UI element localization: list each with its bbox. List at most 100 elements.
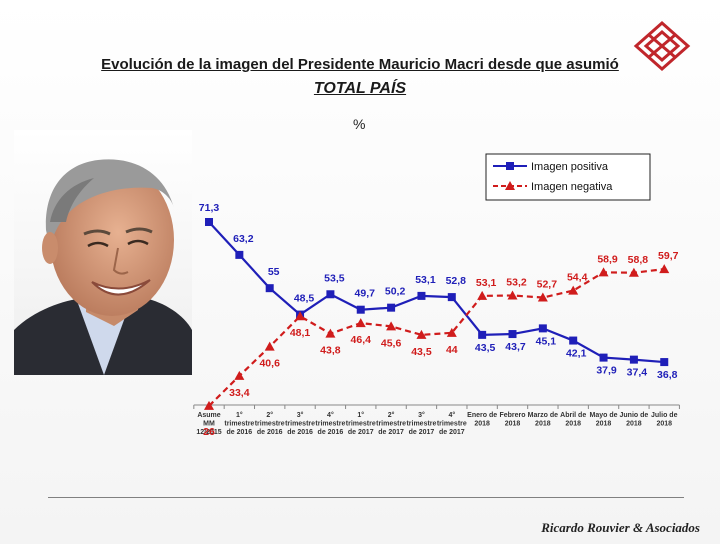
x-tick-label-line: 4° [327,411,334,419]
x-tick-label: 2° trimestre de 2017 [376,411,406,436]
data-label-positive: 55 [268,266,280,278]
data-label-negative: 58,8 [628,254,649,266]
chart-subtitle: TOTAL PAÍS [313,80,407,97]
x-tick-label-line: de 2016 [257,429,283,436]
data-label-positive: 48,5 [294,293,315,305]
x-tick-label-line: Abril de [560,412,586,419]
x-tick-label-line: Mayo de [590,412,618,419]
x-tick-label: 4° trimestre de 2016 [315,411,345,436]
data-point-positive [356,305,365,314]
data-point-negative [477,290,488,300]
data-label-negative: 44 [446,344,458,356]
x-tick-label: Enero de 2018 [467,412,497,428]
data-label-positive: 49,7 [355,288,376,300]
x-tick-label-line: Enero de [467,412,497,419]
x-tick-label: 4° trimestre de 2017 [437,411,467,436]
data-point-negative [234,370,245,380]
data-point-positive [660,358,669,367]
x-tick-label: 3° trimestre de 2017 [406,411,436,436]
legend-marker-negative [505,181,515,190]
x-tick-label-line: 1° [357,411,364,419]
data-label-negative: 26 [203,426,215,438]
data-point-positive [205,218,213,226]
x-tick-label: 3° trimestre de 2016 [285,411,315,436]
president-photo [14,130,192,375]
data-label-positive: 52,8 [446,275,467,287]
x-tick-label-line: 2° [266,411,273,419]
data-label-negative: 58,9 [597,253,618,265]
x-tick-label-line: de 2017 [439,429,465,436]
x-tick-label-line: 2018 [626,421,642,428]
x-tick-label-line: Junio de [620,412,649,419]
data-point-positive [417,291,426,300]
data-point-positive [538,324,547,333]
x-tick-label-line: de 2017 [409,429,435,436]
data-point-positive [235,250,244,259]
data-point-positive [265,284,274,293]
data-label-positive: 50,2 [385,286,406,298]
data-label-negative: 54,4 [567,272,588,284]
x-tick-label-line: 2018 [535,421,551,428]
data-label-positive: 36,8 [657,369,678,381]
x-tick-label-line: 2018 [505,421,521,428]
x-tick-label-line: 3° [297,411,304,419]
x-tick-label-line: trimestre [315,421,345,428]
x-tick-label-line: 4° [448,411,455,419]
data-point-negative [386,321,397,331]
data-point-positive [447,293,456,302]
data-point-negative [295,311,306,321]
data-point-negative [204,400,214,410]
x-tick-label: Febrero 2018 [499,412,525,428]
x-tick-label: 1° trimestre de 2016 [224,411,254,436]
x-tick-label-line: de 2017 [348,429,374,436]
data-point-negative [659,264,670,274]
data-label-positive: 45,1 [536,335,557,347]
x-tick-label: Julio de 2018 [651,412,678,428]
data-label-negative: 43,5 [411,346,432,358]
data-label-negative: 46,4 [351,334,372,346]
data-label-negative: 45,6 [381,337,402,349]
data-point-negative [325,328,336,338]
x-tick-label-line: Asume [197,412,220,419]
data-point-positive [478,330,487,339]
data-point-negative [628,267,639,277]
x-tick-label: 1° trimestre de 2017 [346,411,376,436]
x-tick-label-line: trimestre [224,421,254,428]
data-point-negative [537,292,548,302]
x-tick-label-line: MM [203,421,215,428]
data-label-positive: 63,2 [233,233,254,245]
company-logo [633,20,691,72]
x-tick-label-line: 12/2015 [196,429,221,436]
data-label-positive: 53,1 [415,274,436,286]
footer-credit: Ricardo Rouvier & Asociados [541,520,700,535]
x-tick-label-line: trimestre [255,421,285,428]
x-tick-label-line: 2018 [565,421,581,428]
legend-label: Imagen positiva [531,161,609,173]
data-label-negative: 33,4 [229,387,250,399]
data-point-negative [507,290,518,300]
data-point-positive [326,290,335,299]
data-label-negative: 59,7 [658,250,679,262]
data-label-positive: 43,7 [505,341,526,353]
x-tick-label-line: 1° [236,411,243,419]
x-tick-label-line: Marzo de [528,412,558,419]
data-label-negative: 43,8 [320,345,341,357]
series-line-positive [208,221,665,364]
chart-legend: Imagen positiva Imagen negativa [485,153,651,201]
x-tick-label: Asume MM 12/2015 [196,412,221,436]
legend-box [485,153,651,201]
footer-divider [48,497,684,498]
data-point-positive [599,353,608,362]
data-point-positive [629,355,638,364]
x-tick-label-line: trimestre [376,421,406,428]
data-point-positive [387,303,396,312]
x-tick-label-line: de 2016 [318,429,344,436]
data-point-negative [598,267,609,277]
data-label-negative: 53,2 [506,276,527,288]
x-tick-label-line: 3° [418,411,425,419]
data-label-negative: 52,7 [537,279,558,291]
data-label-positive: 37,4 [627,367,648,379]
data-point-positive [569,336,578,345]
x-tick-label-line: 2° [388,411,395,419]
